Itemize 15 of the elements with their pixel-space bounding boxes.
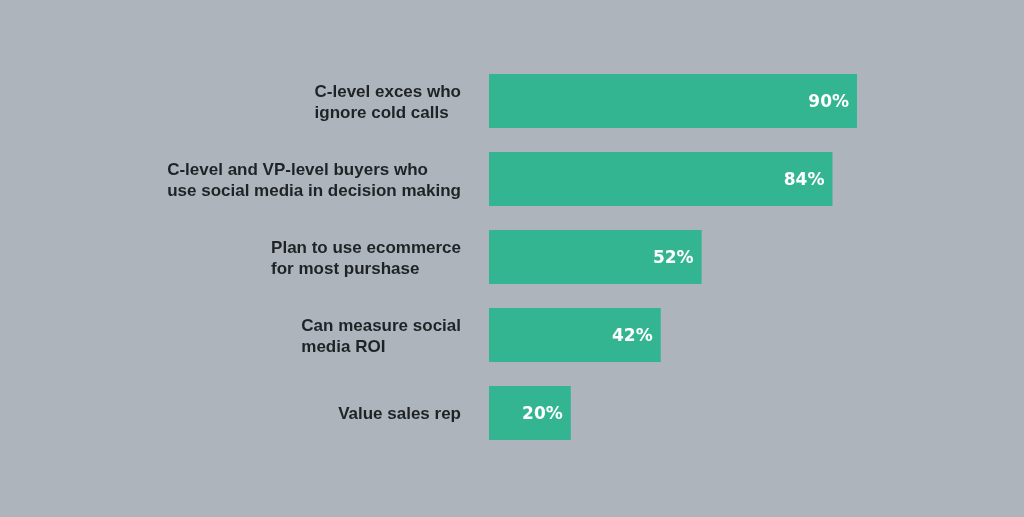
bar	[489, 74, 857, 128]
bar	[489, 308, 661, 362]
y-tick-label: Plan to use ecommerce for most purshase	[271, 237, 462, 277]
bar	[489, 386, 571, 440]
data-label: 84%	[783, 169, 825, 189]
y-tick-label: C-level exces who ignore cold calls	[314, 81, 462, 121]
y-tick-label: C-level and VP-level buyers who use social media in decision making	[167, 159, 462, 199]
data-label: 90%	[808, 91, 849, 111]
data-label: 42%	[612, 325, 653, 345]
bar	[489, 230, 702, 284]
y-tick-label: Value sales rep	[338, 403, 462, 423]
data-label: 52%	[652, 247, 694, 267]
data-label: 20%	[522, 403, 563, 423]
y-tick-label: Can measure social media ROI	[301, 315, 462, 355]
bar	[489, 152, 833, 206]
